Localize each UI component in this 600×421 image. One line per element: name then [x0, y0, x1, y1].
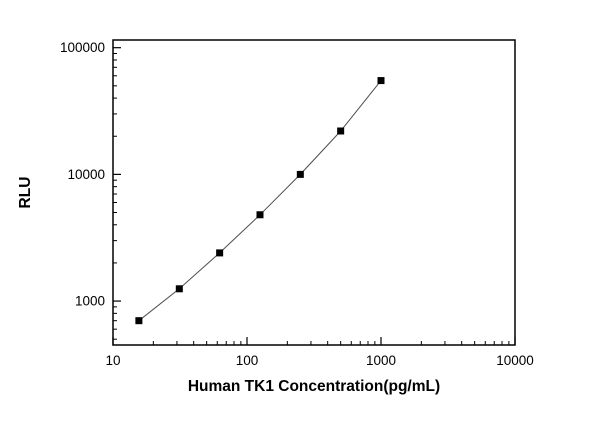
y-axis-title: RLU	[17, 177, 34, 209]
x-tick-label: 100	[236, 353, 259, 368]
y-tick-label: 1000	[75, 294, 105, 309]
x-axis-title: Human TK1 Concentration(pg/mL)	[188, 378, 440, 395]
data-point-marker	[256, 211, 264, 219]
plot-frame	[112, 39, 516, 346]
y-tick-label: 100000	[60, 40, 105, 55]
x-tick-label: 10000	[496, 353, 534, 368]
y-tick-label: 10000	[67, 167, 105, 182]
data-point-marker	[135, 317, 143, 325]
x-tick-label: 1000	[366, 353, 396, 368]
data-point-marker	[175, 285, 183, 293]
x-tick-label: 10	[105, 353, 120, 368]
data-point-marker	[377, 77, 385, 85]
data-point-marker	[216, 249, 224, 257]
data-point-marker	[337, 127, 345, 135]
data-point-marker	[296, 170, 304, 178]
series-line	[138, 80, 382, 322]
